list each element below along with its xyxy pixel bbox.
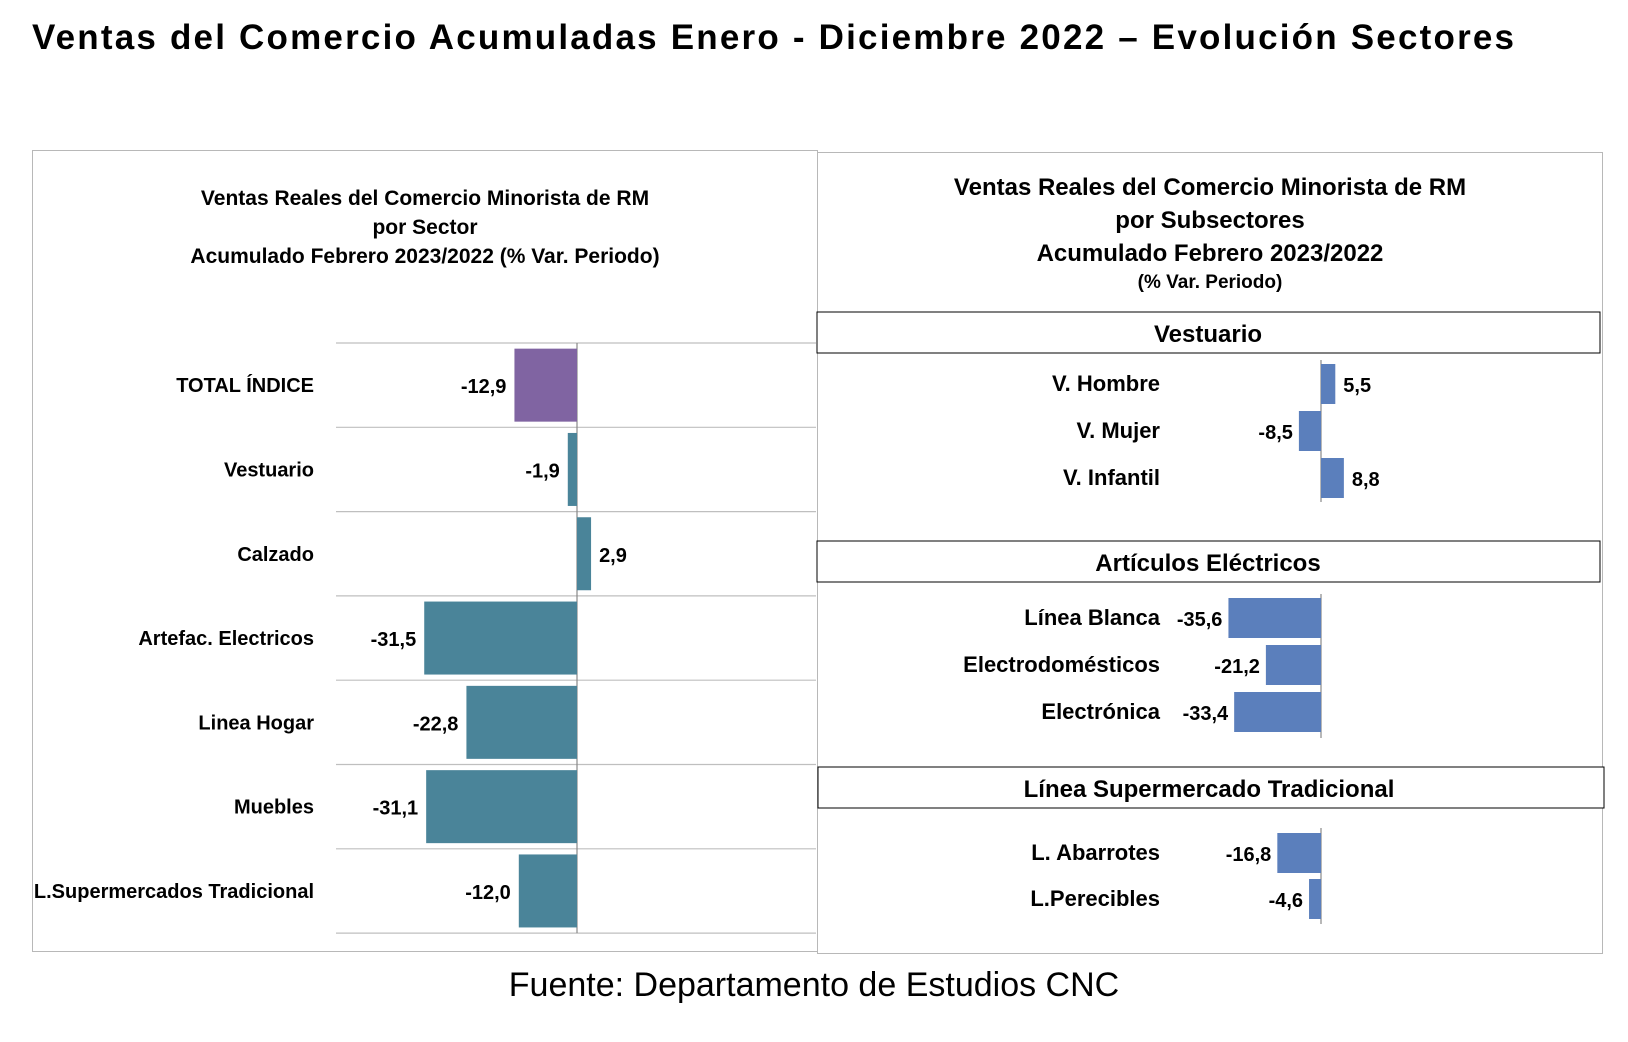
subsector-value-label: 5,5 [1343, 375, 1371, 397]
subsector-category-label: L.Perecibles [1030, 886, 1160, 911]
subsector-category-label: Línea Blanca [1024, 605, 1160, 630]
subsector-value-label: -16,8 [1226, 844, 1272, 866]
subsector-category-label: Electrodomésticos [963, 652, 1160, 677]
sector-chart-panel: Ventas Reales del Comercio Minorista de … [32, 150, 818, 952]
subsector-category-label: Electrónica [1041, 699, 1160, 724]
sector-bar [518, 854, 577, 928]
subsector-chart-title: Ventas Reales del Comercio Minorista de … [818, 171, 1602, 297]
sector-value-label: -1,9 [525, 460, 559, 482]
sector-category-label: Muebles [234, 797, 314, 819]
subsector-bar [1277, 833, 1321, 873]
subsector-category-label: L. Abarrotes [1031, 840, 1160, 865]
subsector-group-header [816, 540, 1601, 583]
subsector-bar [1228, 598, 1321, 638]
sector-value-label: -12,9 [461, 376, 507, 398]
subsector-category-label: V. Hombre [1052, 371, 1160, 396]
sector-category-label: Artefac. Electricos [138, 628, 314, 650]
subsector-chart-title-sub: (% Var. Periodo) [1137, 272, 1283, 294]
sector-chart-title: Ventas Reales del Comercio Minorista de … [33, 185, 817, 272]
subsector-group-header-label: Artículos Eléctricos [1095, 550, 1320, 577]
sector-bar [466, 685, 577, 759]
subsector-value-label: -4,6 [1269, 890, 1303, 912]
subsector-bar [1298, 411, 1321, 451]
subsector-chart-title-line: por Subsectores [1115, 207, 1305, 235]
sector-bar [514, 348, 577, 422]
subsector-chart-title-line: Ventas Reales del Comercio Minorista de … [953, 174, 1467, 201]
sector-category-label: Linea Hogar [198, 712, 314, 734]
subsector-group-header [817, 766, 1605, 809]
sector-bar [567, 432, 577, 506]
subsector-value-label: -21,2 [1214, 656, 1260, 678]
subsector-group-header-label: Vestuario [1154, 321, 1262, 348]
subsector-category-label: V. Mujer [1076, 418, 1160, 443]
sector-category-label: TOTAL ÍNDICE [176, 374, 314, 397]
subsector-value-label: -33,4 [1183, 703, 1229, 725]
subsector-bar [1321, 458, 1344, 498]
subsector-group-header-label: Línea Supermercado Tradicional [1024, 776, 1395, 803]
sector-chart-title-line: por Sector [372, 215, 478, 239]
subsector-value-label: 8,8 [1352, 469, 1380, 491]
subsector-bar [1309, 879, 1321, 919]
source-note: Fuente: Departamento de Estudios CNC [508, 966, 1120, 1004]
sector-value-label: -22,8 [413, 713, 459, 735]
sector-value-label: -12,0 [465, 882, 511, 904]
sector-bar [424, 601, 577, 675]
main-title: Ventas del Comercio Acumuladas Enero - D… [32, 18, 1517, 57]
sector-bar [577, 517, 592, 591]
sector-value-label: 2,9 [599, 545, 627, 567]
sector-bar [426, 770, 577, 844]
sector-chart-title-line: Acumulado Febrero 2023/2022 (% Var. Peri… [190, 244, 660, 268]
subsector-bar [1234, 692, 1321, 732]
sector-value-label: -31,5 [371, 629, 417, 651]
sector-chart-title-line: Ventas Reales del Comercio Minorista de … [200, 187, 650, 210]
subsector-bar [1265, 645, 1321, 685]
subsector-value-label: -8,5 [1258, 422, 1292, 444]
subsector-bar [1321, 364, 1336, 404]
subsector-chart-title-line: Acumulado Febrero 2023/2022 [1036, 240, 1384, 268]
sector-category-label: Vestuario [224, 459, 314, 481]
sector-value-label: -31,1 [373, 798, 419, 820]
sector-category-label: Calzado [237, 544, 314, 566]
sector-category-label: L.Supermercados Tradicional [34, 881, 314, 903]
subsector-value-label: -35,6 [1177, 609, 1223, 631]
subsector-category-label: V. Infantil [1063, 465, 1160, 490]
subsector-group-header [816, 311, 1601, 354]
